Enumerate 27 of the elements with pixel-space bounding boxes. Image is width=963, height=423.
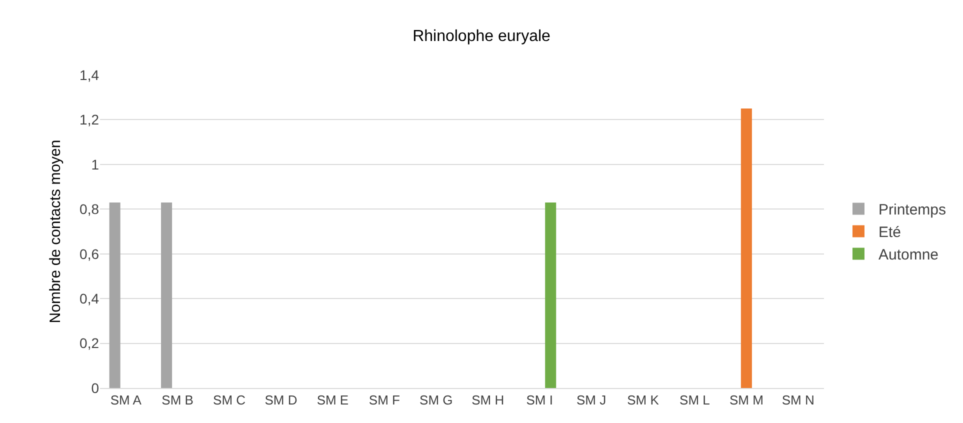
x-tick-label: SM K: [627, 392, 660, 408]
x-tick-label: SM G: [420, 392, 453, 408]
x-tick-label: SM B: [162, 392, 194, 408]
x-tick-label: SM I: [526, 392, 553, 408]
x-tick-label: SM L: [680, 392, 710, 408]
y-tick-label: 1,4: [80, 66, 100, 83]
y-tick-label: 0,2: [80, 335, 100, 352]
legend-label: Automne: [878, 246, 939, 264]
chart-title: Rhinolophe euryale: [412, 28, 551, 45]
y-tick-label: 0: [91, 380, 100, 396]
x-tick-label: SM H: [472, 392, 504, 408]
x-tick-label: SM D: [264, 392, 298, 408]
x-tick-label: SM C: [213, 392, 246, 408]
y-axis-title: Nombre de contacts moyen: [47, 140, 64, 324]
x-tick-label: SM J: [576, 392, 606, 408]
legend-label: Printemps: [878, 202, 946, 219]
y-tick-label: 1,2: [80, 112, 100, 128]
x-tick-label: SM N: [782, 392, 814, 408]
x-tick-label: SM F: [368, 392, 400, 408]
y-tick-label: 1: [91, 156, 100, 172]
x-tick-label: SM E: [316, 392, 349, 408]
y-tick-label: 0,8: [80, 201, 100, 218]
x-tick-label: SM M: [729, 392, 764, 408]
y-tick-label: 0,4: [80, 290, 100, 306]
y-tick-label: 0,6: [80, 246, 100, 262]
legend-label: Eté: [878, 224, 901, 242]
x-tick-label: SM A: [110, 392, 142, 408]
